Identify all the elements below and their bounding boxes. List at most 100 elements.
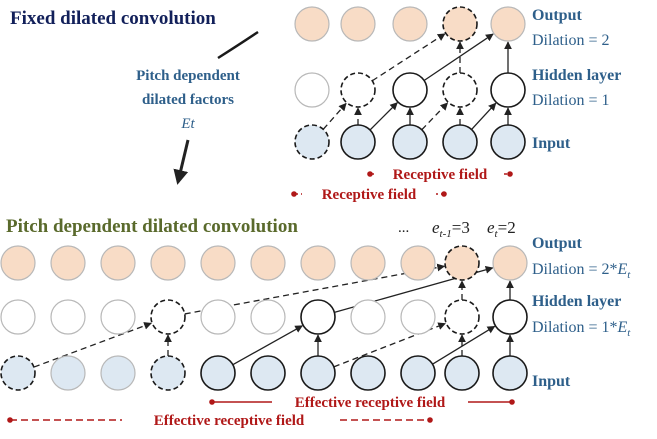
top-output-label: Output [532,7,582,24]
bottom-output-node [100,245,136,281]
top-edge [471,102,497,130]
bottom-output-label: Output [532,235,582,252]
receptive-field-label-2: Receptive field [322,187,417,203]
bottom-input-label: Input [532,373,571,390]
bottom-hidden-node [350,299,386,335]
top-input-node [442,124,478,160]
top-title: Fixed dilated convolution [10,8,216,29]
bottom-input-node [492,355,528,391]
bottom-output-node [400,245,436,281]
bottom-input-node [444,355,480,391]
effective-field-label-2: Effective receptive field [154,413,305,429]
e-cur-value: =2 [498,218,516,237]
top-output-node [442,6,478,42]
bottom-edge [432,325,496,365]
bottom-input-node [400,355,436,391]
bottom-hidden-node [400,299,436,335]
bottom-hidden-dilation: Dilation = 1*Et [532,319,631,339]
bottom-input-node [350,355,386,391]
effective-field-label-1: Effective receptive field [295,395,446,411]
bottom-hidden-node [444,299,480,335]
pitch-note-line3: Et [180,116,195,132]
bottom-input-node [50,355,86,391]
network-nodes [0,6,528,391]
bottom-output-dilation-var: E [616,261,627,278]
top-hidden-node [442,72,478,108]
bottom-output-node [350,245,386,281]
top-edge [371,33,446,82]
top-hidden-node [340,72,376,108]
bottom-output-node [444,245,480,281]
receptive-field-label-1: Receptive field [393,167,488,183]
pitch-note-line1: Pitch dependent [136,68,240,84]
top-hidden-node [490,72,526,108]
e-prev-var: e [432,218,440,237]
e-prev-sub: t-1 [440,228,452,240]
bottom-output-node [0,245,36,281]
bottom-output-node [50,245,86,281]
effective-field-marker-1: Effective receptive field [209,392,515,412]
bottom-output-dilation-sub: t [627,269,631,281]
top-output-node [392,6,428,42]
top-output-dilation: Dilation = 2 [532,32,609,49]
top-output-node [294,6,330,42]
top-hidden-label: Hidden layer [532,67,621,84]
top-input-label: Input [532,135,571,152]
top-hidden-dilation: Dilation = 1 [532,92,609,109]
bottom-input-node [0,355,36,391]
top-hidden-node [294,72,330,108]
bottom-hidden-node [0,299,36,335]
bottom-input-node [100,355,136,391]
top-input-node [340,124,376,160]
bottom-hidden-node [250,299,286,335]
top-edge [369,102,398,131]
bottom-output-node [492,245,528,281]
e-prev-annotation: et-1=3 [432,218,470,240]
top-edge [322,102,347,130]
curved-connector-line [217,30,259,60]
bottom-hidden-node [100,299,136,335]
top-edge [421,102,449,131]
pitch-note-line2: dilated factors [142,92,234,108]
ellipsis: ... [398,220,409,236]
bottom-input-node [300,355,336,391]
bottom-hidden-dilation-sub: t [627,327,631,339]
bottom-hidden-node [200,299,236,335]
bottom-title: Pitch dependent dilated convolution [6,216,298,237]
bottom-hidden-node [492,299,528,335]
receptive-field-marker-2: Receptive field [291,184,447,204]
bottom-hidden-dilation-prefix: Dilation = 1* [532,319,617,336]
bottom-hidden-dilation-var: E [616,319,627,336]
top-input-node [294,124,330,160]
bottom-hidden-node [150,299,186,335]
bottom-input-node [150,355,186,391]
bottom-edge [33,322,152,368]
e-prev-value: =3 [452,218,470,237]
top-input-node [392,124,428,160]
bottom-output-dilation-prefix: Dilation = 2* [532,261,617,278]
bottom-hidden-label: Hidden layer [532,293,621,310]
bottom-hidden-node [300,299,336,335]
down-arrow [173,139,190,185]
top-hidden-node [392,72,428,108]
top-output-node [490,6,526,42]
bottom-output-node [150,245,186,281]
top-input-node [490,124,526,160]
bottom-output-node [250,245,286,281]
e-cur-sub: t [495,228,499,240]
receptive-field-marker-1: Receptive field [367,164,513,184]
e-cur-annotation: et=2 [487,218,516,240]
bottom-edge [232,325,303,366]
top-edge [423,33,494,82]
bottom-output-dilation: Dilation = 2*Et [532,261,631,281]
top-output-node [340,6,376,42]
bottom-input-node [200,355,236,391]
effective-field-marker-2: Effective receptive field [7,410,433,430]
bottom-input-node [250,355,286,391]
e-cur-var: e [487,218,495,237]
bottom-output-node [300,245,336,281]
bottom-hidden-node [50,299,86,335]
bottom-output-node [200,245,236,281]
